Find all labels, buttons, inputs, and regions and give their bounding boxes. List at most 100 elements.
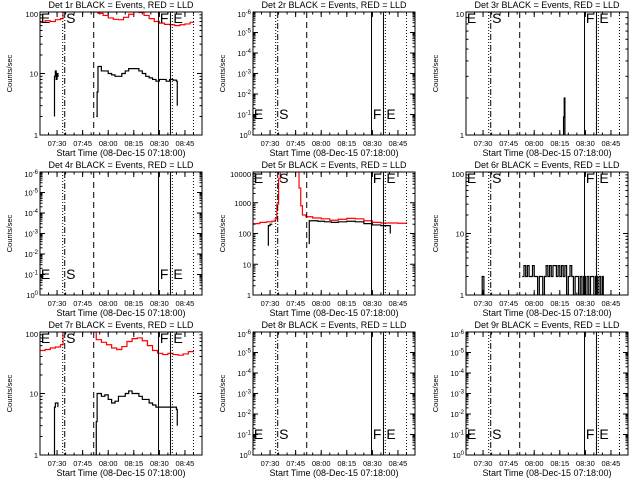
y-tick-label: 10-3	[237, 390, 251, 399]
x-axis-label: Start Time (08-Dec-15 07:18:00)	[56, 148, 185, 158]
y-axis-label: Counts/sec	[218, 214, 227, 252]
marker-letter-S: S	[66, 10, 75, 26]
x-axis-label: Start Time (08-Dec-15 07:18:00)	[482, 468, 611, 478]
x-tick-label: 07:30	[474, 139, 493, 148]
marker-letter-E: E	[386, 426, 395, 442]
marker-letter-E: E	[467, 426, 476, 442]
x-tick-label: 07:45	[73, 299, 92, 308]
x-axis-label: Start Time (08-Dec-15 07:18:00)	[56, 308, 185, 318]
x-tick-label: 08:45	[389, 299, 408, 308]
panel-det-1: Det 1r BLACK = Events, RED = LLD Counts/s…	[5, 0, 203, 158]
marker-letter-E: E	[41, 330, 50, 346]
x-tick-label: 08:00	[525, 299, 544, 308]
y-tick-label: 10000	[230, 170, 251, 179]
marker-letter-F: F	[586, 426, 595, 442]
y-tick-label: 10-5	[450, 349, 464, 358]
marker-letter-E: E	[173, 330, 182, 346]
lld-series-line	[40, 332, 64, 352]
x-tick-label: 08:30	[150, 459, 169, 468]
y-tick-label: 100	[238, 230, 251, 239]
marker-letter-F: F	[586, 10, 595, 26]
marker-letter-E: E	[599, 10, 608, 26]
panel-title: Det 8r BLACK = Events, RED = LLD	[261, 320, 407, 330]
x-tick-label: 08:00	[312, 299, 331, 308]
x-tick-label: 08:45	[602, 139, 621, 148]
y-tick-label: 1	[34, 131, 38, 140]
axes-frame	[39, 171, 203, 296]
x-tick-label: 08:15	[550, 459, 569, 468]
y-tick-label: 10-1	[450, 431, 464, 440]
x-tick-label: 08:30	[363, 459, 382, 468]
x-tick-label: 07:45	[286, 299, 305, 308]
y-tick-label: 10-2	[237, 410, 251, 419]
marker-letter-F: F	[160, 330, 169, 346]
x-tick-label: 08:00	[312, 459, 331, 468]
panel-title: Det 4r BLACK = Events, RED = LLD	[48, 160, 194, 170]
marker-letter-S: S	[279, 106, 288, 122]
y-tick-label: 10-2	[24, 250, 38, 259]
y-tick-label: 1	[247, 291, 251, 300]
marker-letter-S: S	[492, 10, 501, 26]
panel-det-6: Det 6r BLACK = Events, RED = LLD Counts/s…	[431, 160, 629, 318]
y-tick-label: 1000	[234, 199, 251, 208]
lld-series-line	[40, 12, 64, 23]
y-tick-label: 100	[25, 10, 38, 19]
events-series-line	[96, 65, 178, 118]
x-tick-label: 07:45	[73, 139, 92, 148]
x-axis-label: Start Time (08-Dec-15 07:18:00)	[269, 308, 398, 318]
x-tick-label: 07:30	[261, 299, 280, 308]
x-tick-label: 08:30	[576, 139, 595, 148]
y-tick-label: 100	[451, 170, 464, 179]
x-tick-label: 07:30	[261, 139, 280, 148]
y-axis-label: Counts/sec	[431, 374, 440, 412]
x-tick-label: 08:45	[176, 459, 195, 468]
panel-title: Det 6r BLACK = Events, RED = LLD	[474, 160, 620, 170]
panel-title: Det 3r BLACK = Events, RED = LLD	[474, 0, 620, 10]
axes-frame	[465, 171, 629, 296]
lld-series-line	[298, 172, 408, 224]
x-tick-label: 08:30	[576, 299, 595, 308]
events-series-line	[562, 97, 566, 135]
marker-letter-S: S	[492, 426, 501, 442]
y-tick-label: 10-5	[237, 29, 251, 38]
y-tick-label: 10-6	[24, 170, 38, 179]
x-tick-label: 08:30	[576, 459, 595, 468]
x-tick-label: 07:30	[474, 299, 493, 308]
x-tick-label: 07:45	[499, 139, 518, 148]
events-series-line	[481, 275, 485, 295]
lld-series-line	[253, 172, 281, 225]
axes-frame	[252, 331, 416, 456]
marker-letter-F: F	[160, 266, 169, 282]
y-tick-label: 100	[26, 291, 38, 300]
y-axis-label: Counts/sec	[5, 374, 14, 412]
marker-letter-E: E	[599, 426, 608, 442]
marker-letter-E: E	[386, 170, 395, 186]
marker-letter-S: S	[492, 170, 501, 186]
lld-series-line	[92, 332, 195, 356]
events-series-line	[308, 220, 391, 245]
y-tick-label: 1	[34, 451, 38, 460]
x-tick-label: 07:45	[73, 459, 92, 468]
x-tick-label: 08:30	[363, 299, 382, 308]
marker-letter-E: E	[41, 10, 50, 26]
y-tick-label: 1	[460, 291, 464, 300]
x-tick-label: 08:45	[176, 139, 195, 148]
panel-title: Det 2r BLACK = Events, RED = LLD	[261, 0, 407, 10]
panel-det-9: Det 9r BLACK = Events, RED = LLD Counts/s…	[431, 320, 629, 478]
x-tick-label: 08:15	[337, 299, 356, 308]
x-tick-label: 08:15	[124, 139, 143, 148]
x-tick-label: 08:30	[150, 299, 169, 308]
y-tick-label: 10	[243, 260, 251, 269]
y-tick-label: 1	[460, 131, 464, 140]
marker-letter-S: S	[66, 330, 75, 346]
marker-letter-S: S	[279, 170, 288, 186]
y-tick-label: 10-4	[237, 49, 251, 58]
y-tick-label: 10-3	[24, 230, 38, 239]
marker-letter-E: E	[254, 170, 263, 186]
x-axis-label: Start Time (08-Dec-15 07:18:00)	[482, 308, 611, 318]
x-tick-label: 07:30	[48, 299, 67, 308]
marker-letter-E: E	[599, 170, 608, 186]
y-tick-label: 100	[239, 131, 251, 140]
y-tick-label: 100	[239, 451, 251, 460]
